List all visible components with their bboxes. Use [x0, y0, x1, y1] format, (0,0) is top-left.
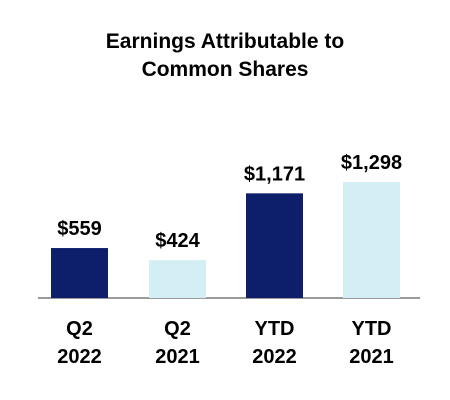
- x-tick-label-3-line-1: YTD: [352, 318, 392, 340]
- x-tick-label-1-line-1: Q2: [164, 318, 191, 340]
- bar-0: [51, 248, 108, 298]
- value-label-1: $424: [155, 230, 200, 252]
- chart-title: Earnings Attributable to Common Shares: [0, 28, 450, 84]
- x-tick-label-0-line-1: Q2: [66, 318, 93, 340]
- bar-2: [246, 193, 303, 298]
- x-tick-label-2-line-2: 2022: [252, 346, 297, 368]
- bar-1: [149, 260, 206, 298]
- bar-3: [343, 182, 400, 298]
- value-label-3: $1,298: [341, 152, 402, 174]
- x-tick-label-1-line-2: 2021: [155, 346, 200, 368]
- x-tick-label-3-line-2: 2021: [349, 346, 394, 368]
- chart-title-line-1: Earnings Attributable to: [105, 30, 345, 53]
- x-tick-label-2-line-1: YTD: [255, 318, 295, 340]
- value-label-2: $1,171: [244, 163, 305, 185]
- x-tick-label-0-line-2: 2022: [57, 346, 102, 368]
- chart-title-line-2: Common Shares: [141, 58, 309, 81]
- value-label-0: $559: [57, 218, 102, 240]
